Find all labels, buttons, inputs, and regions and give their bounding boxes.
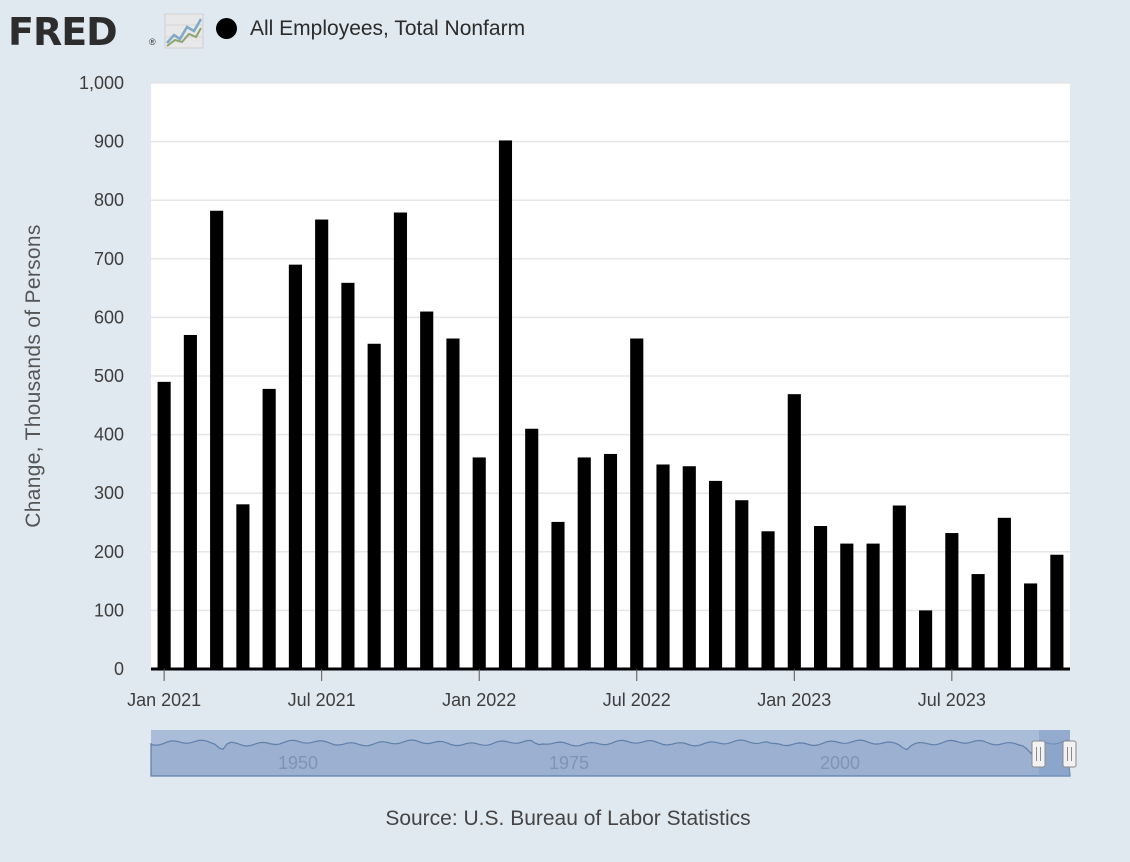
- bar[interactable]: [210, 210, 224, 669]
- bar[interactable]: [157, 381, 171, 669]
- y-tick-label: 400: [94, 425, 124, 445]
- x-tick-label: Jan 2022: [442, 690, 516, 710]
- navigator-series-line: [150, 739, 1071, 777]
- bars[interactable]: [157, 140, 1064, 670]
- bar[interactable]: [183, 334, 197, 669]
- bar[interactable]: [446, 338, 460, 670]
- bar[interactable]: [498, 140, 513, 669]
- bar[interactable]: [315, 219, 329, 670]
- bar[interactable]: [472, 457, 486, 669]
- source-note: Source: U.S. Bureau of Labor Statistics: [385, 807, 751, 830]
- logo-text: FRED: [8, 10, 118, 54]
- bar[interactable]: [682, 466, 696, 669]
- chart-area: 0 100 200 300 400 500 600 700 800 900 1,000 Jan 20…: [22, 73, 1077, 777]
- bar[interactable]: [866, 543, 880, 669]
- bar[interactable]: [262, 388, 276, 669]
- bar[interactable]: [630, 338, 644, 670]
- y-axis-ticks: 0 100 200 300 400 500 600 700 800 900 1,000: [79, 73, 124, 679]
- range-navigator[interactable]: 1950 1975 2000: [150, 730, 1077, 777]
- bar[interactable]: [997, 517, 1011, 669]
- y-tick-label: 0: [114, 659, 124, 679]
- bar[interactable]: [708, 480, 723, 669]
- bar[interactable]: [840, 543, 854, 669]
- y-tick-label: 800: [94, 190, 124, 210]
- y-tick-label: 200: [94, 542, 124, 562]
- bar[interactable]: [813, 526, 828, 669]
- line-graph-icon: [164, 13, 204, 49]
- x-tick-label: Jan 2023: [757, 690, 831, 710]
- bar[interactable]: [525, 428, 539, 669]
- bar[interactable]: [787, 394, 801, 669]
- bar[interactable]: [288, 264, 302, 669]
- bar[interactable]: [341, 282, 355, 669]
- x-tick-label: Jul 2022: [603, 690, 671, 710]
- bar[interactable]: [761, 531, 775, 669]
- bar[interactable]: [367, 343, 381, 669]
- y-tick-label: 500: [94, 366, 124, 386]
- bar[interactable]: [971, 574, 985, 669]
- bar[interactable]: [551, 521, 565, 669]
- bar[interactable]: [236, 504, 250, 669]
- y-tick-label: 1,000: [79, 73, 124, 93]
- bar[interactable]: [1050, 554, 1064, 669]
- chart-header: FRED ® All Employees, Total Nonfarm: [0, 0, 1130, 62]
- bar[interactable]: [420, 311, 434, 669]
- x-tick-label: Jan 2021: [127, 690, 201, 710]
- navigator-year-label: 2000: [820, 753, 860, 773]
- y-tick-label: 900: [94, 132, 124, 152]
- navigator-year-label: 1950: [278, 753, 318, 773]
- navigator-year-label: 1975: [549, 753, 589, 773]
- navigator-left-handle[interactable]: [1031, 740, 1046, 768]
- gridlines: [151, 82, 1070, 612]
- y-tick-label: 600: [94, 307, 124, 327]
- y-tick-label: 300: [94, 483, 124, 503]
- fred-logo[interactable]: FRED ®: [8, 10, 204, 54]
- bar[interactable]: [656, 464, 670, 669]
- bar[interactable]: [919, 610, 933, 669]
- x-tick-label: Jul 2023: [918, 690, 986, 710]
- y-tick-label: 700: [94, 249, 124, 269]
- bar[interactable]: [393, 212, 408, 669]
- legend-series-label: All Employees, Total Nonfarm: [250, 17, 526, 40]
- y-tick-label: 100: [94, 600, 124, 620]
- bar[interactable]: [945, 533, 959, 669]
- bar[interactable]: [735, 500, 749, 669]
- bar[interactable]: [577, 457, 591, 669]
- bar[interactable]: [892, 505, 906, 669]
- y-axis-label: Change, Thousands of Persons: [22, 224, 45, 527]
- x-axis-ticks: Jan 2021 Jul 2021 Jan 2022 Jul 2022 Jan 2023…: [127, 669, 986, 710]
- bar[interactable]: [603, 453, 618, 669]
- legend-marker-icon: [216, 18, 237, 39]
- x-tick-label: Jul 2021: [288, 690, 356, 710]
- registered-mark: ®: [149, 37, 156, 47]
- bar[interactable]: [1024, 583, 1038, 669]
- navigator-right-handle[interactable]: [1062, 740, 1077, 768]
